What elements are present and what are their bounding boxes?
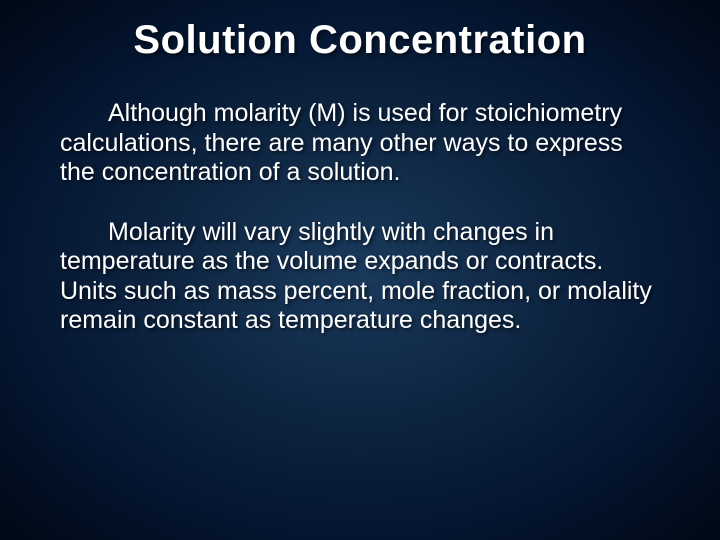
paragraph-2: Molarity will vary slightly with changes… (60, 218, 660, 336)
slide-title: Solution Concentration (60, 18, 660, 63)
paragraph-1: Although molarity (M) is used for stoich… (60, 99, 660, 188)
slide-container: Solution Concentration Although molarity… (0, 0, 720, 540)
